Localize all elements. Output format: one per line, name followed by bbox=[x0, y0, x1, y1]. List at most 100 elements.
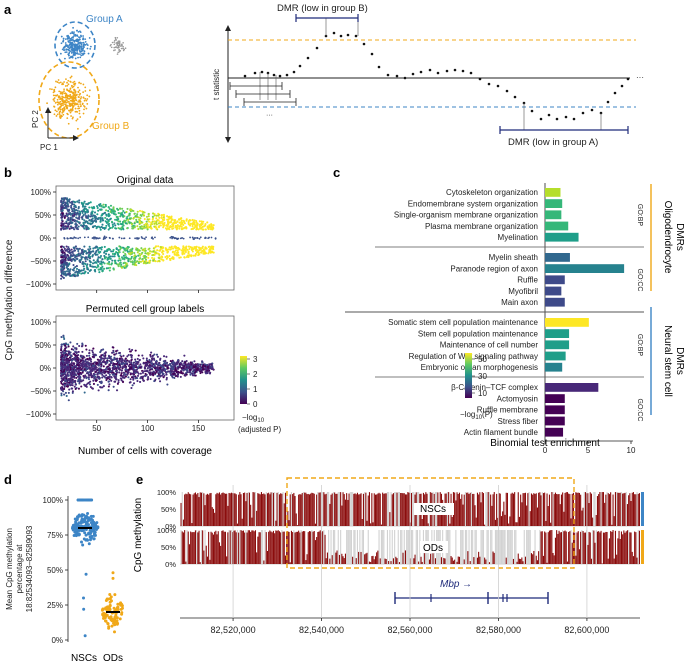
b-point bbox=[146, 228, 149, 231]
b-point bbox=[74, 382, 77, 386]
b-point bbox=[183, 222, 186, 225]
c-category-label: Stem cell population maintenance bbox=[418, 329, 539, 338]
b-point bbox=[141, 251, 144, 254]
b-point bbox=[104, 252, 108, 255]
b-point bbox=[133, 370, 136, 373]
b-point bbox=[129, 209, 132, 212]
pca-point-group-b bbox=[71, 86, 74, 89]
t-stat-point bbox=[581, 111, 585, 115]
pca-point-group-b bbox=[67, 83, 70, 86]
e-methylation-bar bbox=[227, 505, 229, 526]
e-coverage-gap bbox=[350, 492, 352, 526]
pca-point-group-a bbox=[59, 52, 62, 55]
e-methylation-bar bbox=[611, 524, 613, 526]
b-point bbox=[60, 394, 63, 397]
t-stat-point bbox=[428, 68, 432, 72]
b-point bbox=[180, 228, 184, 231]
b-point bbox=[171, 256, 174, 259]
e-methylation-bar bbox=[556, 493, 558, 526]
e-methylation-bar bbox=[521, 502, 523, 526]
b-point bbox=[132, 224, 135, 227]
e-coverage-gap bbox=[606, 492, 608, 526]
e-methylation-bar bbox=[190, 494, 192, 526]
e-methylation-bar bbox=[581, 510, 583, 526]
pca-point-group-a bbox=[79, 56, 82, 59]
b-point bbox=[206, 221, 209, 224]
b-point bbox=[121, 380, 125, 384]
pca-point-group-a bbox=[72, 36, 75, 39]
pca-point-group-b bbox=[86, 98, 89, 100]
b-top-scatter bbox=[60, 197, 217, 280]
b-point bbox=[107, 247, 110, 250]
b-point bbox=[128, 237, 131, 240]
pca-point-group-b bbox=[52, 94, 55, 97]
b-point bbox=[61, 268, 64, 271]
b-point bbox=[146, 377, 150, 381]
pca-point-group-b bbox=[76, 103, 79, 106]
d-point-od bbox=[108, 600, 112, 604]
t-stat-point bbox=[298, 64, 302, 68]
e-coverage-gap bbox=[352, 492, 354, 526]
b-point bbox=[100, 358, 103, 361]
c-section-label: GO:CC bbox=[636, 399, 643, 422]
b-point bbox=[183, 256, 186, 259]
b-point bbox=[68, 270, 71, 273]
b-point bbox=[100, 260, 103, 263]
b-point bbox=[130, 376, 134, 379]
pca-point-other bbox=[113, 43, 116, 46]
b-point bbox=[85, 383, 88, 386]
b-point bbox=[66, 227, 69, 230]
b-point bbox=[176, 249, 179, 252]
pca-point-other bbox=[118, 46, 120, 49]
b-point bbox=[101, 373, 104, 376]
b-point bbox=[114, 224, 117, 227]
b-point bbox=[64, 197, 67, 200]
b-point bbox=[145, 362, 148, 365]
b-point bbox=[173, 220, 176, 223]
e-methylation-bar bbox=[212, 508, 214, 526]
b-point bbox=[194, 252, 197, 255]
b-point bbox=[122, 228, 125, 231]
b-point bbox=[126, 247, 129, 250]
b-point bbox=[92, 382, 95, 385]
e-methylation-bar bbox=[569, 494, 571, 526]
b-point bbox=[65, 220, 68, 223]
b-point bbox=[210, 236, 213, 239]
b-point bbox=[192, 220, 195, 223]
b-point bbox=[159, 222, 162, 225]
b-point bbox=[69, 341, 72, 344]
c-bar bbox=[545, 427, 564, 437]
b-point bbox=[92, 379, 95, 382]
e-methylation-bar bbox=[478, 494, 480, 526]
b-point bbox=[71, 274, 74, 277]
e-methylation-bar bbox=[491, 505, 493, 526]
t-stat-point bbox=[505, 89, 509, 93]
b-point bbox=[73, 205, 76, 208]
b-point bbox=[75, 270, 78, 273]
pca-point-group-b bbox=[83, 99, 86, 102]
pca-point-group-b bbox=[69, 81, 72, 83]
b-point bbox=[162, 376, 165, 379]
c-bar bbox=[545, 199, 563, 208]
pca-point-group-a bbox=[76, 49, 79, 52]
b-point bbox=[149, 378, 152, 381]
b-point bbox=[118, 359, 121, 362]
e-methylation-bar bbox=[484, 524, 486, 526]
b-point bbox=[89, 362, 93, 365]
b-point bbox=[159, 375, 162, 378]
b-point bbox=[108, 373, 111, 376]
b-point bbox=[72, 263, 75, 267]
b-point bbox=[116, 251, 119, 255]
e-methylation-bar bbox=[229, 493, 231, 526]
b-point bbox=[85, 228, 88, 231]
b-point bbox=[126, 363, 129, 366]
b-point bbox=[71, 366, 74, 369]
e-coverage-gap bbox=[302, 492, 304, 526]
b-point bbox=[113, 358, 116, 361]
b-point bbox=[171, 376, 174, 379]
b-point bbox=[88, 352, 91, 355]
b-point bbox=[175, 225, 178, 228]
b-point bbox=[178, 218, 181, 221]
b-point bbox=[123, 211, 126, 214]
b-point bbox=[68, 379, 71, 382]
